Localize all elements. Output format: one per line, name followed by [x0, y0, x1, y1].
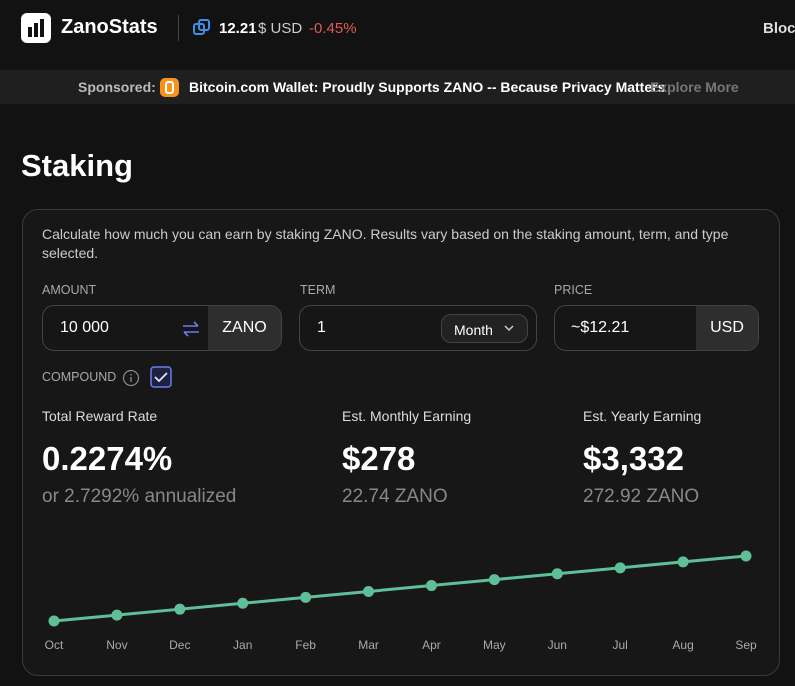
brand[interactable]: ZanoStats [61, 16, 158, 38]
description: Calculate how much you can earn by staki… [42, 226, 729, 261]
currency: $ USD [258, 20, 303, 37]
amount-input[interactable]: 10 000 ZANO [42, 305, 282, 351]
term-select[interactable]: Month [441, 314, 528, 343]
price-change: -0.45% [309, 20, 357, 37]
calculator-card [22, 209, 780, 676]
compound-label: COMPOUND [42, 370, 117, 384]
x-tick-label: Jun [548, 638, 567, 652]
stat-sub: or 2.7292% annualized [42, 486, 237, 507]
stat-sub: 22.74 ZANO [342, 486, 448, 507]
sponsor-bar [0, 70, 795, 104]
point [614, 562, 626, 574]
price-input[interactable]: ~$12.21 USD [554, 305, 759, 351]
price-unit: USD [696, 306, 758, 350]
amount-label: AMOUNT [42, 283, 97, 297]
x-tick-label: Feb [295, 638, 316, 652]
stat-label: Est. Monthly Earning [342, 408, 472, 424]
point [48, 615, 60, 627]
term-value: 1 [317, 319, 326, 336]
stat-label: Total Reward Rate [42, 408, 158, 424]
nav-link[interactable]: Block [763, 20, 795, 37]
swap-icon[interactable] [181, 321, 201, 337]
x-tick-label: Dec [169, 638, 190, 652]
zano-icon [193, 19, 210, 35]
point [488, 574, 500, 586]
stat-value: $3,332 [583, 440, 684, 477]
point [237, 597, 249, 609]
price: 12.21 [219, 20, 257, 37]
line [53, 554, 747, 623]
x-tick-label: Mar [358, 638, 379, 652]
point [300, 591, 312, 603]
chevron [504, 325, 514, 332]
x-tick-label: Sep [735, 638, 757, 652]
sponsor-text[interactable]: Bitcoin.com Wallet: Proudly Supports ZAN… [189, 79, 666, 95]
amount-unit: ZANO [208, 306, 281, 350]
stat-sub: 272.92 ZANO [583, 486, 700, 507]
point [740, 550, 752, 562]
point [111, 609, 123, 621]
term-label: TERM [300, 283, 336, 297]
divider [178, 15, 179, 41]
info-icon[interactable] [122, 369, 140, 387]
point [551, 568, 563, 580]
x-tick-label: May [483, 638, 506, 652]
x-tick-label: Oct [45, 638, 64, 652]
sponsor-link[interactable]: Explore More [650, 79, 739, 95]
point [363, 585, 375, 597]
x-tick-label: Nov [106, 638, 127, 652]
price-label: PRICE [554, 283, 593, 297]
amount-value: 10 000 [60, 319, 109, 336]
term-unit: Month [454, 322, 493, 338]
term-input[interactable]: 1 Month [299, 305, 537, 351]
stat-value: $278 [342, 440, 416, 477]
point [425, 580, 437, 592]
compound-checkbox[interactable] [150, 366, 172, 388]
stat-value: 0.2274% [42, 440, 173, 477]
point [174, 603, 186, 615]
x-tick-label: Aug [672, 638, 693, 652]
point [677, 556, 689, 568]
stat-label: Est. Yearly Earning [583, 408, 702, 424]
logo[interactable] [21, 13, 51, 43]
x-tick-label: Jan [233, 638, 252, 652]
x-tick-label: Apr [422, 638, 441, 652]
x-tick-label: Jul [613, 638, 628, 652]
page-title: Staking [21, 148, 133, 183]
sponsor-icon [160, 78, 179, 97]
price-value: ~$12.21 [571, 319, 630, 336]
sponsor-label: Sponsored: [78, 79, 156, 95]
